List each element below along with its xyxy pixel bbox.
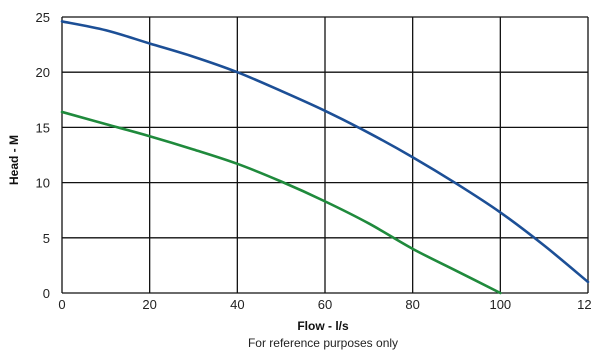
series-line-2 (60, 110, 502, 295)
y-tick-labels: 0 5 10 15 20 25 (36, 10, 50, 301)
x-axis-title: Flow - l/s (297, 319, 349, 333)
x-tick-label: 100 (489, 297, 511, 312)
x-tick-label: 20 (142, 297, 156, 312)
x-tick-label: 40 (230, 297, 244, 312)
y-tick-label: 15 (36, 120, 50, 135)
y-tick-label: 5 (43, 231, 50, 246)
y-axis-title: Head - M (7, 135, 21, 185)
x-tick-label: 0 (58, 297, 65, 312)
x-tick-label: 80 (405, 297, 419, 312)
series-lines (60, 20, 590, 295)
y-tick-label: 25 (36, 10, 50, 25)
y-tick-label: 20 (36, 65, 50, 80)
reference-note: For reference purposes only (248, 336, 398, 350)
y-tick-label: 0 (43, 286, 50, 301)
grid (61, 16, 589, 294)
y-tick-label: 10 (36, 176, 50, 191)
x-tick-label: 60 (318, 297, 332, 312)
x-tick-label: 120 (577, 297, 592, 312)
x-tick-labels: 0 20 40 60 80 100 120 (58, 297, 592, 312)
series-line-1 (60, 20, 590, 284)
